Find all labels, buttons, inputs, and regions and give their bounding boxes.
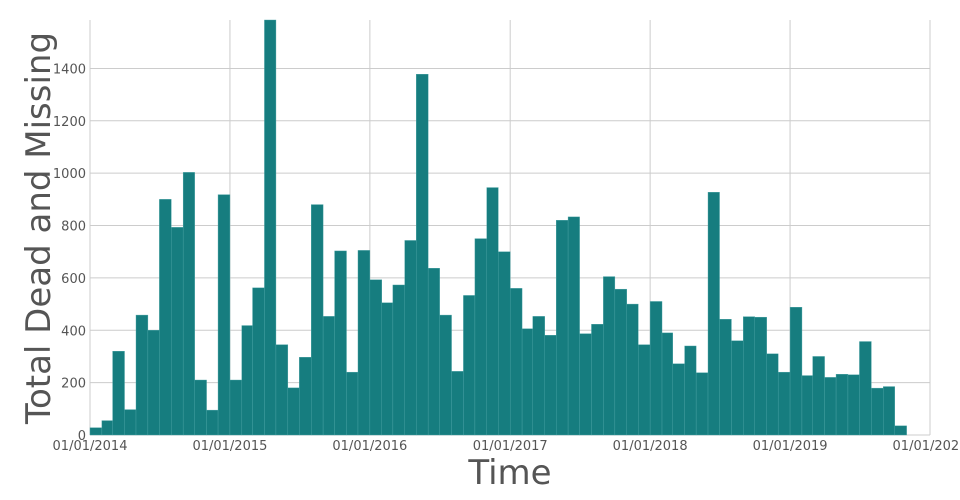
- bar: [416, 73, 429, 436]
- x-tick-label: 01/01/2018: [613, 439, 688, 454]
- bar: [603, 276, 616, 436]
- bar: [171, 227, 184, 436]
- bar: [638, 344, 651, 436]
- bar: [135, 314, 149, 436]
- bar: [287, 387, 300, 436]
- bar: [486, 187, 499, 436]
- bar: [264, 19, 277, 436]
- bar: [369, 279, 382, 436]
- bar: [544, 335, 557, 436]
- bar: [451, 371, 464, 436]
- bar: [334, 250, 347, 436]
- x-tick-label: 01/01/2017: [473, 439, 548, 454]
- bar: [252, 287, 265, 436]
- bar: [498, 251, 511, 436]
- y-tick-label: 800: [61, 220, 86, 235]
- y-tick-label: 400: [61, 324, 86, 339]
- bar: [241, 325, 253, 436]
- x-tick-label: 01/01/2016: [332, 439, 407, 454]
- bar: [404, 240, 417, 436]
- bar: [707, 192, 720, 436]
- bar: [217, 194, 231, 436]
- x-tick-label: 01/01/2015: [192, 439, 267, 454]
- bar: [124, 409, 137, 436]
- x-tick-label: 01/01/2020: [893, 439, 960, 454]
- bar: [357, 250, 371, 436]
- bar: [871, 387, 884, 436]
- bar: [672, 363, 685, 436]
- bar: [474, 238, 488, 436]
- bar: [229, 379, 243, 436]
- bar: [381, 302, 394, 436]
- y-axis-title: Total Dead and Missing: [19, 32, 59, 425]
- bar: [311, 204, 324, 436]
- bar: [567, 216, 580, 436]
- bar: [824, 377, 837, 436]
- bar: [801, 375, 813, 436]
- y-tick-label: 1200: [53, 115, 86, 130]
- bar: [883, 386, 895, 436]
- bar: [509, 288, 523, 436]
- bar: [147, 330, 160, 436]
- bar: [392, 284, 405, 436]
- bar: [439, 314, 452, 436]
- y-tick-label: 0: [78, 429, 86, 444]
- bar: [626, 303, 639, 436]
- x-tick-label: 01/01/2014: [53, 439, 128, 454]
- bar: [789, 307, 803, 436]
- bar: [894, 425, 907, 436]
- bar: [812, 356, 825, 436]
- bar: [101, 420, 113, 436]
- bar: [322, 316, 335, 436]
- y-tick-label: 200: [61, 377, 86, 392]
- bar: [579, 333, 592, 436]
- bar: [194, 379, 207, 436]
- bar: [614, 288, 627, 436]
- x-axis-title: Time: [467, 453, 551, 493]
- bar: [743, 316, 755, 436]
- bar: [427, 268, 440, 436]
- bar: [521, 328, 534, 436]
- bar: [206, 409, 219, 436]
- y-tick-label: 600: [61, 272, 86, 287]
- bar: [859, 341, 872, 436]
- bar: [777, 371, 791, 436]
- bar: [754, 316, 767, 436]
- y-tick-label: 1400: [53, 62, 86, 77]
- bar: [463, 295, 476, 436]
- bar: [649, 301, 663, 436]
- bar: [182, 172, 195, 436]
- bar: [591, 324, 604, 436]
- bar: [695, 372, 709, 436]
- bar: [731, 340, 744, 436]
- bar: [89, 427, 103, 436]
- bar: [719, 319, 732, 436]
- bar: [112, 351, 125, 436]
- bar: [835, 374, 849, 436]
- bar: [847, 374, 860, 436]
- bar: [275, 344, 289, 436]
- x-tick-label: 01/01/2019: [753, 439, 828, 454]
- bar: [299, 357, 312, 436]
- bar: [684, 345, 697, 436]
- bar: [766, 353, 779, 436]
- bar: [346, 371, 359, 436]
- bar: [661, 332, 673, 436]
- bar: [555, 220, 569, 436]
- y-tick-label: 1000: [53, 167, 86, 182]
- bar: [159, 199, 172, 436]
- bar: [532, 316, 545, 436]
